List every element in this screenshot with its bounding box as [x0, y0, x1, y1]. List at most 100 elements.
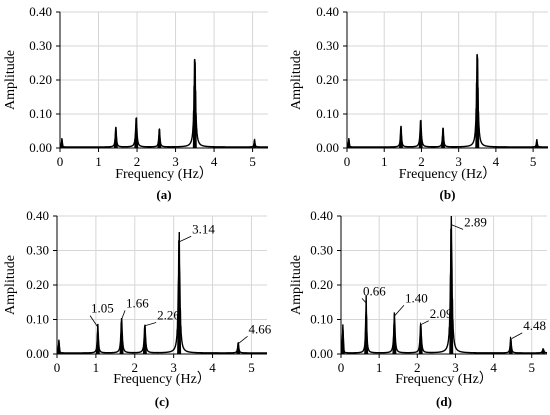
chart-panel-1: 0.00 0.10 0.20 0.30 0.40 0 1 2 3 4 5 Frequency (Hz）…	[3, 4, 269, 202]
peak-annotation-label: 3.14	[192, 221, 215, 236]
peak-mark	[418, 120, 423, 148]
x-tick-label: 0	[54, 360, 61, 375]
peak-mark	[449, 224, 454, 354]
x-tick-label: 1	[376, 360, 383, 375]
annotation-leader	[144, 322, 157, 327]
y-tick-label: 0.40	[310, 208, 333, 223]
panel-caption: (a)	[156, 187, 171, 202]
y-tick-label: 0.40	[26, 208, 49, 223]
x-tick-label: 0	[57, 154, 64, 169]
chart-panel-2: 0.00 0.10 0.20 0.30 0.40 0 1 2 3 4 5 Frequency (Hz）…	[289, 4, 548, 202]
annotation-leader	[178, 235, 192, 243]
y-tick-label: 0.10	[29, 106, 52, 121]
x-axis-title: Frequency (Hz）	[395, 371, 493, 387]
annotation-leader	[361, 298, 367, 304]
annotation-leader	[121, 310, 126, 320]
peak-mark	[346, 138, 351, 148]
y-tick-label: 0.10	[26, 312, 49, 327]
x-tick-label: 3	[170, 360, 177, 375]
y-tick-label: 0.30	[26, 243, 49, 258]
y-tick-label: 0.00	[316, 140, 339, 155]
x-tick-label: 5	[248, 360, 255, 375]
annotation-leader	[451, 224, 464, 230]
peak-mark	[475, 52, 480, 148]
y-tick-label: 0.20	[310, 277, 333, 292]
y-tick-label: 0.20	[26, 277, 49, 292]
peak-mark	[441, 128, 446, 148]
x-tick-label: 0	[338, 360, 345, 375]
peak-mark	[119, 319, 124, 354]
peak-mark	[418, 324, 423, 354]
spectrum-line	[59, 59, 269, 148]
x-tick-label: 0	[344, 154, 351, 169]
y-tick-label: 0.00	[310, 346, 333, 361]
chart-panel-3: 0.00 0.10 0.20 0.30 0.40 0 1 2 3 4 5 1.05 1.66 2.26 3.…	[3, 208, 272, 409]
y-axis-title: Amplitude	[3, 50, 18, 110]
peak-mark	[508, 338, 513, 354]
y-tick-label: 0.40	[316, 4, 339, 19]
peak-mark	[192, 57, 197, 148]
peak-mark	[177, 241, 182, 354]
peak-mark	[541, 349, 546, 354]
peak-annotation-label: 1.05	[91, 301, 114, 316]
panel-caption: (c)	[155, 394, 169, 409]
peak-mark	[340, 324, 345, 354]
x-tick-label: 4	[493, 154, 500, 169]
peak-mark	[364, 302, 369, 354]
peak-mark	[134, 118, 139, 148]
x-tick-label: 5	[528, 360, 535, 375]
peak-mark	[142, 325, 147, 354]
peak-mark	[236, 343, 241, 354]
y-tick-label: 0.30	[316, 38, 339, 53]
peak-mark	[252, 140, 257, 148]
peak-annotation-label: 2.89	[464, 214, 487, 229]
x-tick-label: 1	[381, 154, 388, 169]
panel-caption: (d)	[436, 394, 452, 409]
peak-annotation-label: 2.09	[430, 306, 453, 321]
peak-mark	[398, 126, 403, 148]
x-axis-title: Frequency (Hz）	[399, 166, 497, 182]
peak-annotation-label: 1.66	[126, 295, 149, 310]
peak-mark	[392, 316, 397, 354]
y-tick-label: 0.00	[29, 140, 52, 155]
y-axis-title: Amplitude	[289, 255, 304, 315]
peak-mark	[59, 138, 64, 148]
y-tick-label: 0.20	[316, 72, 339, 87]
x-tick-label: 1	[95, 154, 102, 169]
x-tick-label: 2	[132, 360, 139, 375]
peak-annotation-label: 0.66	[363, 283, 386, 298]
peak-mark	[95, 327, 100, 354]
peak-mark	[157, 129, 162, 148]
peak-annotation-label: 1.40	[405, 290, 428, 305]
x-tick-label: 1	[93, 360, 100, 375]
y-tick-label: 0.20	[29, 72, 52, 87]
x-tick-label: 2	[414, 360, 421, 375]
x-tick-label: 2	[134, 154, 141, 169]
x-tick-label: 4	[211, 154, 218, 169]
chart-panel-4: 0.00 0.10 0.20 0.30 0.40 0 1 2 3 4 5 0.66 1.402.09 2.…	[289, 208, 548, 409]
x-axis-title: Frequency (Hz）	[113, 371, 211, 387]
x-axis-title: Frequency (Hz）	[115, 166, 213, 182]
x-tick-label: 4	[490, 360, 497, 375]
x-tick-label: 4	[209, 360, 216, 375]
spectrum-line	[56, 232, 268, 354]
peak-mark	[534, 140, 539, 148]
x-tick-label: 5	[249, 154, 256, 169]
annotation-leader	[237, 335, 248, 344]
peak-annotation-label: 2.26	[157, 308, 180, 323]
annotation-leader	[89, 315, 99, 328]
peak-mark	[113, 127, 118, 148]
x-tick-label: 3	[452, 360, 459, 375]
x-tick-label: 3	[172, 154, 179, 169]
y-axis-title: Amplitude	[3, 255, 18, 315]
y-tick-label: 0.10	[310, 312, 333, 327]
peak-annotation-label: 4.48	[523, 318, 546, 333]
y-tick-label: 0.40	[29, 4, 52, 19]
x-tick-label: 5	[530, 154, 537, 169]
y-tick-label: 0.30	[310, 243, 333, 258]
y-axis-title: Amplitude	[289, 50, 304, 110]
annotation-leader	[394, 304, 405, 317]
peak-mark	[56, 340, 61, 354]
y-tick-label: 0.10	[316, 106, 339, 121]
